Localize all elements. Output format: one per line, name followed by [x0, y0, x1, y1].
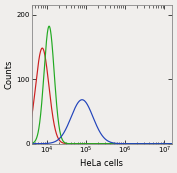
- cells alone: [30, 117, 33, 119]
- isotype control: [84, 143, 87, 145]
- CD58 antibody: [30, 143, 33, 145]
- Line: CD58 antibody: CD58 antibody: [32, 100, 172, 144]
- isotype control: [153, 143, 155, 145]
- cells alone: [168, 143, 170, 145]
- CD58 antibody: [171, 143, 173, 145]
- CD58 antibody: [47, 142, 49, 144]
- cells alone: [171, 143, 173, 145]
- CD58 antibody: [81, 99, 83, 101]
- isotype control: [48, 25, 50, 27]
- isotype control: [171, 143, 173, 145]
- cells alone: [55, 131, 57, 133]
- isotype control: [30, 142, 33, 144]
- CD58 antibody: [153, 143, 155, 145]
- CD58 antibody: [168, 143, 170, 145]
- X-axis label: HeLa cells: HeLa cells: [80, 159, 123, 168]
- isotype control: [90, 143, 93, 145]
- CD58 antibody: [55, 140, 57, 142]
- isotype control: [168, 143, 170, 145]
- isotype control: [55, 95, 57, 97]
- cells alone: [47, 74, 49, 76]
- Y-axis label: Counts: Counts: [5, 60, 14, 89]
- cells alone: [90, 143, 93, 145]
- CD58 antibody: [84, 101, 87, 103]
- cells alone: [84, 143, 87, 145]
- isotype control: [47, 30, 49, 33]
- cells alone: [153, 143, 155, 145]
- cells alone: [41, 47, 43, 49]
- Line: cells alone: cells alone: [32, 48, 172, 144]
- CD58 antibody: [90, 113, 93, 115]
- Line: isotype control: isotype control: [32, 26, 172, 144]
